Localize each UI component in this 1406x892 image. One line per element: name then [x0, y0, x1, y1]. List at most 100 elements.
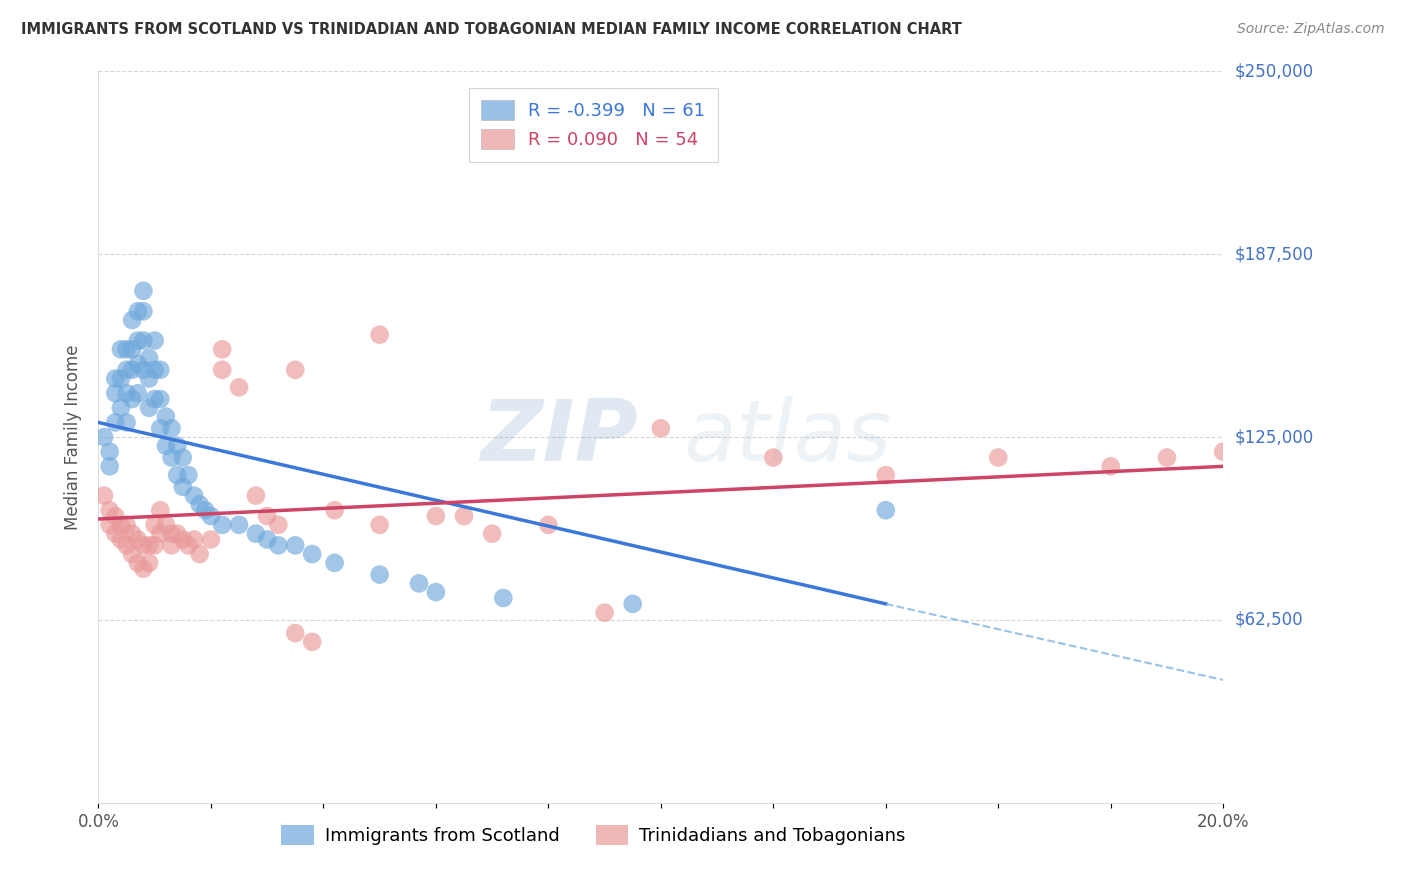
Point [104, 371, 127, 385]
Point [256, 509, 278, 524]
Point [256, 533, 278, 547]
Point [138, 351, 160, 365]
Point [98, 503, 121, 517]
Point [267, 517, 290, 532]
Point [323, 503, 346, 517]
Point [267, 538, 290, 552]
Point [425, 509, 447, 524]
Point [110, 517, 132, 532]
Point [121, 547, 143, 561]
Point [1212, 444, 1234, 458]
Point [110, 533, 132, 547]
Point [149, 421, 172, 435]
Point [121, 343, 143, 357]
Point [127, 556, 149, 570]
Point [149, 363, 172, 377]
Point [188, 547, 211, 561]
Point [138, 371, 160, 385]
Point [875, 503, 897, 517]
Point [1099, 459, 1122, 474]
Point [211, 343, 233, 357]
Point [132, 363, 155, 377]
Point [110, 401, 132, 415]
Point [143, 538, 166, 552]
Point [127, 386, 149, 401]
Point [211, 363, 233, 377]
Text: Source: ZipAtlas.com: Source: ZipAtlas.com [1237, 22, 1385, 37]
Point [115, 343, 138, 357]
Point [115, 538, 138, 552]
Point [132, 304, 155, 318]
Point [323, 556, 346, 570]
Point [284, 538, 307, 552]
Point [104, 386, 127, 401]
Point [110, 371, 132, 385]
Point [408, 576, 430, 591]
Point [245, 526, 267, 541]
Point [149, 392, 172, 406]
Point [98, 444, 121, 458]
Point [127, 357, 149, 371]
Point [115, 517, 138, 532]
Point [115, 416, 138, 430]
Point [98, 459, 121, 474]
Point [492, 591, 515, 605]
Y-axis label: Median Family Income: Median Family Income [65, 344, 83, 530]
Point [481, 526, 503, 541]
Text: $125,000: $125,000 [1234, 428, 1313, 446]
Point [166, 526, 188, 541]
Point [211, 517, 233, 532]
Point [172, 533, 194, 547]
Point [98, 517, 121, 532]
Text: $187,500: $187,500 [1234, 245, 1313, 263]
Text: $62,500: $62,500 [1234, 611, 1303, 629]
Text: atlas: atlas [683, 395, 891, 479]
Point [200, 533, 222, 547]
Point [149, 503, 172, 517]
Point [155, 409, 177, 424]
Point [453, 509, 475, 524]
Point [188, 497, 211, 511]
Text: IMMIGRANTS FROM SCOTLAND VS TRINIDADIAN AND TOBAGONIAN MEDIAN FAMILY INCOME CORR: IMMIGRANTS FROM SCOTLAND VS TRINIDADIAN … [21, 22, 962, 37]
Point [593, 606, 616, 620]
Point [121, 313, 143, 327]
Point [138, 556, 160, 570]
Point [160, 538, 183, 552]
Point [425, 585, 447, 599]
Point [183, 489, 205, 503]
Point [155, 517, 177, 532]
Point [537, 517, 560, 532]
Point [875, 468, 897, 483]
Point [200, 509, 222, 524]
Point [138, 538, 160, 552]
Point [143, 517, 166, 532]
Point [650, 421, 672, 435]
Legend: Immigrants from Scotland, Trinidadians and Tobagonians: Immigrants from Scotland, Trinidadians a… [274, 818, 912, 852]
Point [110, 343, 132, 357]
Point [368, 567, 391, 582]
Point [368, 517, 391, 532]
Point [149, 526, 172, 541]
Text: ZIP: ZIP [481, 395, 638, 479]
Point [245, 489, 267, 503]
Point [228, 517, 250, 532]
Point [177, 468, 200, 483]
Point [228, 380, 250, 394]
Point [1156, 450, 1178, 465]
Point [132, 334, 155, 348]
Point [160, 526, 183, 541]
Point [132, 562, 155, 576]
Point [172, 450, 194, 465]
Point [166, 439, 188, 453]
Point [987, 450, 1010, 465]
Point [160, 421, 183, 435]
Point [127, 533, 149, 547]
Point [621, 597, 644, 611]
Point [160, 450, 183, 465]
Point [762, 450, 785, 465]
Point [155, 439, 177, 453]
Point [115, 386, 138, 401]
Point [284, 626, 307, 640]
Point [132, 538, 155, 552]
Point [183, 533, 205, 547]
